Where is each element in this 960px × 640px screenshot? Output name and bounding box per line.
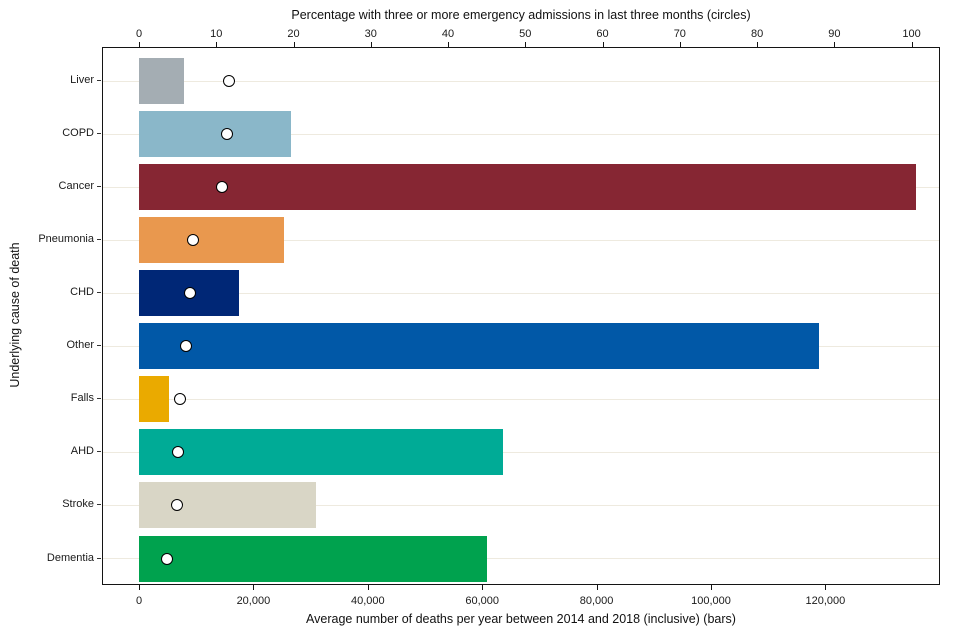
top-axis-tick	[216, 42, 218, 47]
category-label-copd: COPD	[62, 127, 94, 140]
top-axis-tick	[448, 42, 450, 47]
bar-dementia	[139, 535, 488, 582]
bottom-axis-tick	[139, 585, 140, 590]
top-axis-tick-label: 60	[596, 28, 609, 40]
category-label-ahd: AHD	[70, 445, 94, 458]
category-tick	[97, 345, 101, 347]
circle-marker-stroke	[170, 499, 183, 512]
category-tick	[97, 133, 101, 135]
gridline	[103, 133, 939, 135]
bottom-axis-tick	[825, 585, 827, 590]
circle-marker-other	[180, 340, 193, 353]
circle-marker-pneumonia	[187, 234, 200, 247]
circle-marker-liver	[223, 75, 236, 87]
top-axis-tick	[602, 42, 604, 47]
top-axis-tick-label: 90	[828, 28, 841, 40]
category-label-stroke: Stroke	[62, 498, 94, 511]
category-tick	[97, 557, 101, 559]
bar-ahd	[139, 429, 504, 476]
circle-marker-falls	[173, 393, 186, 406]
bottom-axis-tick-label: 80,000	[579, 595, 614, 607]
category-tick	[97, 292, 101, 294]
top-axis-tick	[834, 42, 836, 47]
category-label-cancer: Cancer	[58, 180, 94, 193]
bar-other	[139, 323, 819, 370]
category-tick	[97, 398, 101, 400]
bottom-axis-tick	[482, 585, 484, 590]
top-axis-tick-label: 0	[135, 28, 143, 40]
top-axis-tick	[525, 42, 527, 47]
top-axis-tick-label: 10	[210, 28, 223, 40]
top-axis-tick-label: 20	[287, 28, 300, 40]
gridline	[103, 451, 939, 453]
category-tick	[97, 186, 101, 188]
bar-copd	[139, 111, 291, 158]
category-label-liver: Liver	[70, 74, 94, 86]
category-tick	[97, 239, 101, 241]
top-axis-tick	[757, 42, 759, 47]
category-tick	[97, 504, 101, 506]
category-tick	[97, 80, 101, 81]
bottom-axis-tick	[367, 585, 369, 590]
category-label-chd: CHD	[70, 286, 94, 299]
bottom-axis-tick-label: 40,000	[350, 595, 385, 607]
top-axis-tick-label: 80	[750, 28, 764, 40]
bottom-axis-tick	[596, 585, 598, 590]
bar-cancer	[139, 164, 916, 211]
bar-stroke	[139, 482, 317, 529]
gridline	[103, 292, 939, 294]
bottom-axis-tick	[253, 585, 255, 590]
top-axis-tick-label: 40	[441, 28, 455, 40]
top-axis-tick	[139, 42, 140, 47]
bottom-axis-tick-label: 120,000	[805, 595, 846, 607]
circle-marker-chd	[183, 287, 196, 300]
circle-marker-ahd	[172, 446, 185, 459]
gridline	[103, 504, 939, 506]
category-label-pneumonia: Pneumonia	[38, 233, 94, 246]
bottom-axis-tick	[711, 585, 712, 590]
circle-marker-copd	[221, 128, 234, 141]
top-axis-tick	[679, 42, 681, 47]
top-axis-tick	[370, 42, 372, 47]
bottom-axis-tick-label: 20,000	[236, 595, 271, 607]
plot-area	[102, 47, 940, 585]
gridline	[103, 80, 939, 82]
bar-falls	[139, 376, 170, 423]
top-axis-title: Percentage with three or more emergency …	[291, 8, 751, 22]
category-label-dementia: Dementia	[46, 551, 94, 564]
bottom-axis-tick-label: 100,000	[691, 595, 731, 607]
bar-pneumonia	[139, 217, 285, 264]
category-tick	[97, 451, 101, 453]
top-axis-tick	[911, 42, 913, 47]
bottom-axis-title: Average number of deaths per year betwee…	[306, 612, 736, 626]
circle-marker-cancer	[215, 181, 228, 194]
category-label-other: Other	[66, 339, 94, 352]
gridline	[103, 558, 939, 560]
category-label-falls: Falls	[70, 392, 94, 405]
gridline	[103, 398, 939, 400]
top-axis-tick-label: 50	[519, 28, 532, 40]
bottom-axis-tick-label: 60,000	[465, 595, 500, 607]
circle-marker-dementia	[160, 552, 173, 565]
top-axis-tick-label: 70	[673, 28, 686, 40]
top-axis-tick-label: 100	[902, 28, 921, 40]
bar-liver	[139, 58, 185, 104]
top-axis-tick	[293, 42, 295, 47]
bottom-axis-tick-label: 0	[135, 595, 143, 607]
gridline	[103, 239, 939, 241]
top-axis-tick-label: 30	[364, 28, 377, 40]
